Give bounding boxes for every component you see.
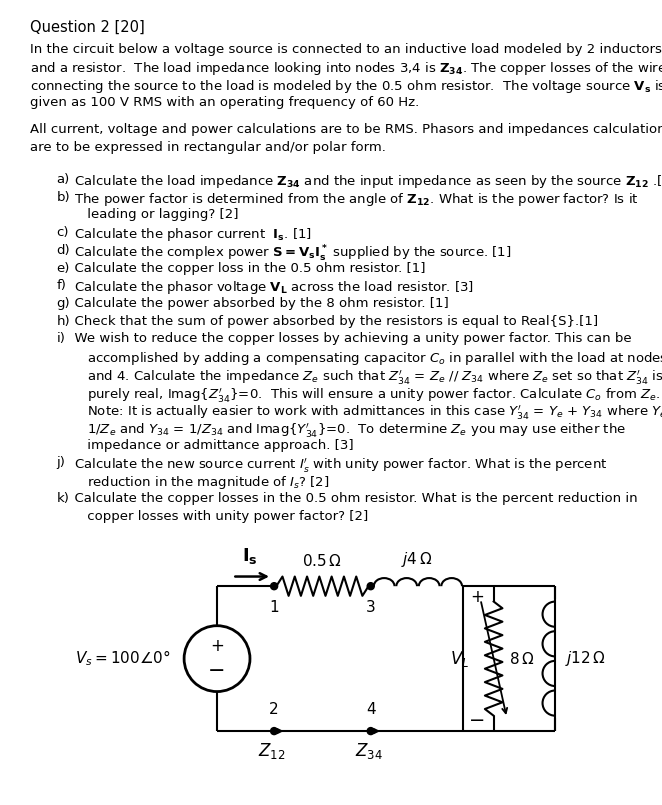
- Text: We wish to reduce the copper losses by achieving a unity power factor. This can : We wish to reduce the copper losses by a…: [66, 332, 632, 345]
- Text: 2: 2: [269, 702, 279, 717]
- Text: d): d): [56, 244, 70, 257]
- Text: 3: 3: [366, 601, 375, 615]
- Text: Calculate the load impedance $\mathbf{Z_{34}}$ and the input impedance as seen b: Calculate the load impedance $\mathbf{Z_…: [66, 173, 662, 190]
- Text: Calculate the power absorbed by the 8 ohm resistor. [1]: Calculate the power absorbed by the 8 oh…: [66, 297, 449, 310]
- Text: Calculate the complex power $\mathbf{S=V_sI_s^*}$ supplied by the source. [1]: Calculate the complex power $\mathbf{S=V…: [66, 244, 512, 264]
- Text: Calculate the phasor voltage $\mathbf{V_L}$ across the load resistor. [3]: Calculate the phasor voltage $\mathbf{V_…: [66, 279, 474, 296]
- Text: The power factor is determined from the angle of $\mathbf{Z_{12}}$. What is the : The power factor is determined from the …: [66, 191, 639, 208]
- Text: −: −: [209, 661, 226, 681]
- Text: k): k): [56, 492, 69, 505]
- Text: $Z_{12}$: $Z_{12}$: [258, 741, 285, 761]
- Text: purely real, Imag{$Z_{34}'$}=0.  This will ensure a unity power factor. Calculat: purely real, Imag{$Z_{34}'$}=0. This wil…: [66, 386, 661, 403]
- Circle shape: [271, 583, 277, 590]
- Text: Calculate the copper loss in the 0.5 ohm resistor. [1]: Calculate the copper loss in the 0.5 ohm…: [66, 262, 426, 275]
- Text: accomplished by adding a compensating capacitor $C_o$ in parallel with the load : accomplished by adding a compensating ca…: [66, 350, 662, 367]
- Text: given as 100 V RMS with an operating frequency of 60 Hz.: given as 100 V RMS with an operating fre…: [30, 96, 419, 109]
- Text: −: −: [469, 711, 485, 729]
- Text: impedance or admittance approach. [3]: impedance or admittance approach. [3]: [66, 439, 354, 452]
- Text: f): f): [56, 279, 66, 292]
- Text: j): j): [56, 456, 65, 469]
- Text: Note: It is actually easier to work with admittances in this case $Y_{34}'$ = $Y: Note: It is actually easier to work with…: [66, 403, 662, 421]
- Text: leading or lagging? [2]: leading or lagging? [2]: [66, 208, 239, 221]
- Text: All current, voltage and power calculations are to be RMS. Phasors and impedance: All current, voltage and power calculati…: [30, 123, 662, 136]
- Text: $j12\,\Omega$: $j12\,\Omega$: [565, 649, 606, 668]
- Text: reduction in the magnitude of $I_s$? [2]: reduction in the magnitude of $I_s$? [2]: [66, 474, 330, 491]
- Text: $8\,\Omega$: $8\,\Omega$: [509, 650, 534, 667]
- Text: copper losses with unity power factor? [2]: copper losses with unity power factor? […: [66, 510, 369, 522]
- Text: 1: 1: [269, 601, 279, 615]
- Text: b): b): [56, 191, 70, 204]
- Text: 1/$Z_e$ and $Y_{34}$ = 1/$Z_{34}$ and Imag{$Y_{34}'$}=0.  To determine $Z_e$ you: 1/$Z_e$ and $Y_{34}$ = 1/$Z_{34}$ and Im…: [66, 421, 626, 439]
- Text: g): g): [56, 297, 70, 310]
- Text: Calculate the copper losses in the 0.5 ohm resistor. What is the percent reducti: Calculate the copper losses in the 0.5 o…: [66, 492, 638, 505]
- Text: Check that the sum of power absorbed by the resistors is equal to Real{S}.[1]: Check that the sum of power absorbed by …: [66, 315, 598, 328]
- Text: +: +: [210, 638, 224, 655]
- Text: $V_s = 100\angle 0°$: $V_s = 100\angle 0°$: [75, 649, 171, 668]
- Text: $0.5\,\Omega$: $0.5\,\Omega$: [303, 552, 342, 568]
- Text: e): e): [56, 262, 70, 275]
- Text: 4: 4: [366, 702, 375, 717]
- Text: $Z_{34}$: $Z_{34}$: [355, 741, 383, 761]
- Text: $\mathbf{I_s}$: $\mathbf{I_s}$: [242, 547, 258, 567]
- Circle shape: [367, 583, 374, 590]
- Text: and a resistor.  The load impedance looking into nodes 3,4 is $\mathbf{Z_{34}}$.: and a resistor. The load impedance looki…: [30, 60, 662, 77]
- Text: Question 2 [20]: Question 2 [20]: [30, 20, 144, 35]
- Text: i): i): [56, 332, 65, 345]
- Text: In the circuit below a voltage source is connected to an inductive load modeled : In the circuit below a voltage source is…: [30, 43, 661, 56]
- Text: $V_L$: $V_L$: [450, 649, 469, 669]
- Text: Calculate the new source current $I_s'$ with unity power factor. What is the per: Calculate the new source current $I_s'$ …: [66, 456, 608, 474]
- Text: are to be expressed in rectangular and/or polar form.: are to be expressed in rectangular and/o…: [30, 141, 386, 154]
- Text: c): c): [56, 226, 69, 239]
- Text: a): a): [56, 173, 70, 186]
- Circle shape: [271, 728, 277, 735]
- Text: $j4\,\Omega$: $j4\,\Omega$: [401, 550, 432, 568]
- Text: Calculate the phasor current  $\mathbf{I_s}$. [1]: Calculate the phasor current $\mathbf{I_…: [66, 226, 312, 243]
- Text: and 4. Calculate the impedance $Z_e$ such that $Z_{34}'$ = $Z_e$ // $Z_{34}$ whe: and 4. Calculate the impedance $Z_e$ suc…: [66, 368, 662, 386]
- Circle shape: [367, 728, 374, 735]
- Text: h): h): [56, 315, 70, 328]
- Text: connecting the source to the load is modeled by the 0.5 ohm resistor.  The volta: connecting the source to the load is mod…: [30, 78, 662, 95]
- Text: +: +: [470, 588, 484, 606]
